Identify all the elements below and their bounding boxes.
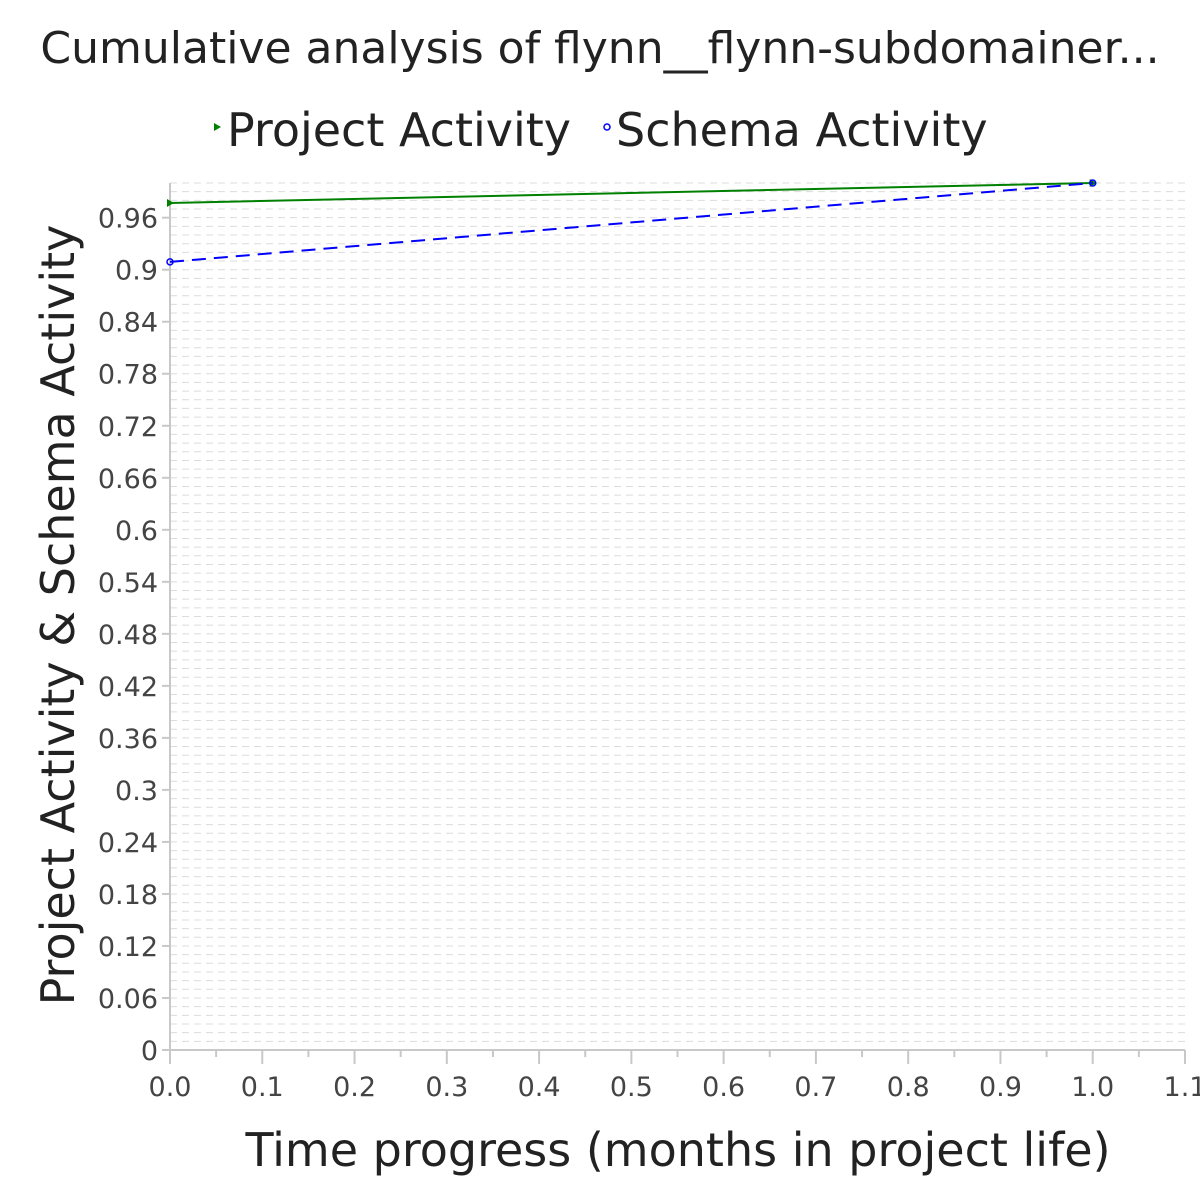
- legend-item-2: Schema Activity: [603, 103, 988, 157]
- y-tick-label: 0: [141, 1036, 158, 1067]
- x-tick-label: 0.1: [241, 1072, 284, 1103]
- y-tick-label: 0.78: [98, 360, 158, 391]
- legend-marker: [603, 123, 611, 131]
- y-tick-label: 0.54: [98, 568, 158, 599]
- legend-label: Schema Activity: [616, 103, 988, 157]
- y-tick-label: 0.36: [98, 724, 158, 755]
- y-tick-label: 0.9: [115, 256, 158, 287]
- y-tick-label: 0.84: [98, 308, 158, 339]
- y-tick-label: 0.06: [98, 984, 158, 1015]
- x-axis-ticks: 0.0 0.1 0.2 0.3 0.4 0.5 0.6 0.7 0.8 0.9 1.0 1.1: [149, 1050, 1200, 1103]
- x-tick-label: 0.8: [887, 1072, 930, 1103]
- series-line-2: [169, 182, 1093, 263]
- series-line-1: [169, 182, 1093, 204]
- legend-item-1: Project Activity: [214, 103, 571, 157]
- y-tick-label: 0.42: [98, 672, 158, 703]
- legend: Project Activity Schema Activity: [214, 103, 988, 157]
- x-tick-label: 0.4: [518, 1072, 561, 1103]
- y-tick-label: 0.72: [98, 412, 158, 443]
- series-layer: [166, 179, 1097, 266]
- y-tick-label: 0.12: [98, 932, 158, 963]
- x-tick-label: 0.9: [979, 1072, 1022, 1103]
- x-tick-label: 1.1: [1164, 1072, 1200, 1103]
- legend-label: Project Activity: [227, 103, 571, 157]
- x-tick-label: 0.7: [794, 1072, 837, 1103]
- grid: [170, 182, 1185, 1042]
- y-tick-label: 0.48: [98, 620, 158, 651]
- x-tick-label: 0.6: [702, 1072, 745, 1103]
- legend-marker: [214, 123, 221, 131]
- data-point: [167, 198, 174, 207]
- data-point: [166, 258, 174, 266]
- y-axis-ticks: 0 0.06 0.12 0.18 0.24 0.3 0.36 0.42 0.48 0.54 0.6 0…: [98, 204, 170, 1067]
- x-tick-label: 0.5: [610, 1072, 653, 1103]
- x-tick-label: 0.0: [149, 1072, 192, 1103]
- x-axis-label: Time progress (months in project life): [244, 1123, 1110, 1177]
- y-tick-label: 0.3: [115, 776, 158, 807]
- y-tick-label: 0.18: [98, 880, 158, 911]
- x-tick-label: 0.3: [425, 1072, 468, 1103]
- chart-title: Cumulative analysis of flynn__flynn-subd…: [40, 23, 1159, 74]
- y-axis-label: Project Activity & Schema Activity: [31, 225, 85, 1006]
- y-tick-label: 0.6: [115, 516, 158, 547]
- data-point: [1088, 179, 1097, 187]
- y-tick-label: 0.66: [98, 464, 158, 495]
- x-tick-label: 0.2: [333, 1072, 376, 1103]
- x-tick-label: 1.0: [1071, 1072, 1114, 1103]
- y-tick-label: 0.96: [98, 204, 158, 235]
- y-tick-label: 0.24: [98, 828, 158, 859]
